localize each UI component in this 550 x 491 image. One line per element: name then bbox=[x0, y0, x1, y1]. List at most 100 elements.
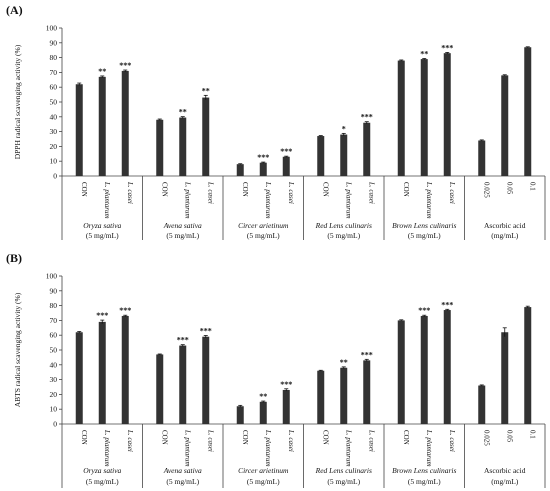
group-sublabel: (5 mg/mL) bbox=[86, 231, 119, 240]
category-label: L. plantarum bbox=[183, 181, 191, 219]
bar bbox=[259, 162, 267, 176]
bar bbox=[397, 320, 405, 424]
category-label: L. plantarum bbox=[183, 429, 191, 467]
category-label: CON bbox=[241, 182, 249, 197]
bar bbox=[75, 332, 83, 424]
bar bbox=[282, 389, 290, 424]
significance-marker: ** bbox=[340, 358, 348, 367]
group-sublabel: (mg/mL) bbox=[491, 231, 519, 240]
significance-marker: *** bbox=[418, 306, 430, 315]
group-sublabel: (5 mg/mL) bbox=[247, 231, 280, 240]
significance-marker: *** bbox=[361, 350, 373, 359]
y-tick-label: 80 bbox=[50, 53, 58, 62]
group-sublabel: (5 mg/mL) bbox=[86, 477, 119, 486]
category-label: 0.025 bbox=[482, 430, 490, 446]
bar bbox=[420, 59, 428, 176]
group-label: Circer arietinum bbox=[238, 466, 289, 475]
significance-marker: ** bbox=[98, 67, 106, 76]
group-sublabel: (5 mg/mL) bbox=[166, 477, 199, 486]
bar bbox=[98, 76, 106, 176]
y-tick-label: 10 bbox=[50, 157, 58, 166]
group-label: Brown Lens culinaris bbox=[392, 221, 456, 230]
bar bbox=[202, 97, 210, 176]
bar bbox=[524, 47, 532, 176]
bar bbox=[282, 156, 290, 176]
y-tick-label: 0 bbox=[53, 172, 57, 181]
category-label: 0.05 bbox=[505, 182, 513, 195]
category-label: L. plantarum bbox=[103, 429, 111, 467]
category-label: 0.025 bbox=[482, 182, 490, 198]
y-tick-label: 30 bbox=[50, 127, 58, 136]
group-sublabel: (5 mg/mL) bbox=[408, 477, 441, 486]
bar bbox=[236, 406, 244, 424]
group-label: Red Lens culinaris bbox=[315, 466, 372, 475]
y-tick-label: 30 bbox=[50, 375, 58, 384]
bar bbox=[202, 336, 210, 424]
bar bbox=[179, 345, 187, 424]
category-label: L. plantarum bbox=[425, 429, 433, 467]
y-tick-label: 50 bbox=[50, 98, 58, 107]
category-label: 0.05 bbox=[505, 430, 513, 443]
group-label: Oryza sativa bbox=[83, 466, 121, 475]
y-tick-label: 20 bbox=[50, 390, 58, 399]
bar bbox=[501, 332, 509, 424]
bar bbox=[340, 134, 348, 176]
category-label: L. plantarum bbox=[264, 429, 272, 467]
significance-marker: *** bbox=[177, 336, 189, 345]
significance-marker: *** bbox=[96, 311, 108, 320]
significance-marker: *** bbox=[119, 306, 131, 315]
category-label: CON bbox=[160, 182, 168, 197]
category-label: L. casei bbox=[287, 429, 295, 452]
y-axis-label: ABTS radical scavenging activity (%) bbox=[13, 292, 22, 407]
y-tick-label: 50 bbox=[50, 346, 58, 355]
category-label: L. plantarum bbox=[103, 181, 111, 219]
significance-marker: ** bbox=[179, 108, 187, 117]
group-sublabel: (5 mg/mL) bbox=[327, 231, 360, 240]
category-label: L. casei bbox=[126, 429, 134, 452]
significance-marker: *** bbox=[441, 43, 453, 52]
bar bbox=[121, 315, 129, 424]
category-label: CON bbox=[241, 430, 249, 445]
category-label: L. plantarum bbox=[425, 181, 433, 219]
y-tick-label: 40 bbox=[50, 112, 58, 121]
category-label: 0.1 bbox=[528, 182, 536, 191]
bar bbox=[179, 117, 187, 176]
y-tick-label: 80 bbox=[50, 301, 58, 310]
group-label: Brown Lens culinaris bbox=[392, 466, 456, 475]
significance-marker: * bbox=[342, 124, 346, 133]
bar bbox=[443, 53, 451, 176]
bar bbox=[98, 321, 106, 424]
significance-marker: ** bbox=[259, 392, 267, 401]
category-label: L. casei bbox=[126, 181, 134, 204]
significance-marker: ** bbox=[202, 86, 210, 95]
category-label: CON bbox=[321, 182, 329, 197]
category-label: L. casei bbox=[448, 181, 456, 204]
group-sublabel: (5 mg/mL) bbox=[408, 231, 441, 240]
bar bbox=[501, 75, 509, 176]
group-sublabel: (5 mg/mL) bbox=[247, 477, 280, 486]
y-tick-label: 60 bbox=[50, 331, 58, 340]
bar bbox=[478, 140, 486, 176]
panel-label: (A) bbox=[6, 3, 23, 17]
y-tick-label: 10 bbox=[50, 405, 58, 414]
y-tick-label: 100 bbox=[46, 24, 58, 33]
bar bbox=[363, 360, 371, 424]
bar bbox=[524, 307, 532, 424]
category-label: CON bbox=[321, 430, 329, 445]
group-label: Avena sativa bbox=[163, 221, 202, 230]
y-axis-label: DPPH radical scavenging activity (%) bbox=[13, 44, 22, 159]
category-label: L. casei bbox=[206, 181, 214, 204]
bar bbox=[121, 70, 129, 176]
category-label: L. plantarum bbox=[344, 429, 352, 467]
y-tick-label: 70 bbox=[50, 316, 58, 325]
category-label: L. plantarum bbox=[264, 181, 272, 219]
category-label: L. casei bbox=[287, 181, 295, 204]
group-label: Ascorbic acid bbox=[484, 466, 526, 475]
bar bbox=[443, 310, 451, 424]
y-tick-label: 100 bbox=[46, 272, 58, 281]
group-sublabel: (5 mg/mL) bbox=[166, 231, 199, 240]
panel-label: (B) bbox=[6, 251, 22, 265]
group-label: Circer arietinum bbox=[238, 221, 289, 230]
bar bbox=[340, 367, 348, 424]
category-label: L. casei bbox=[448, 429, 456, 452]
